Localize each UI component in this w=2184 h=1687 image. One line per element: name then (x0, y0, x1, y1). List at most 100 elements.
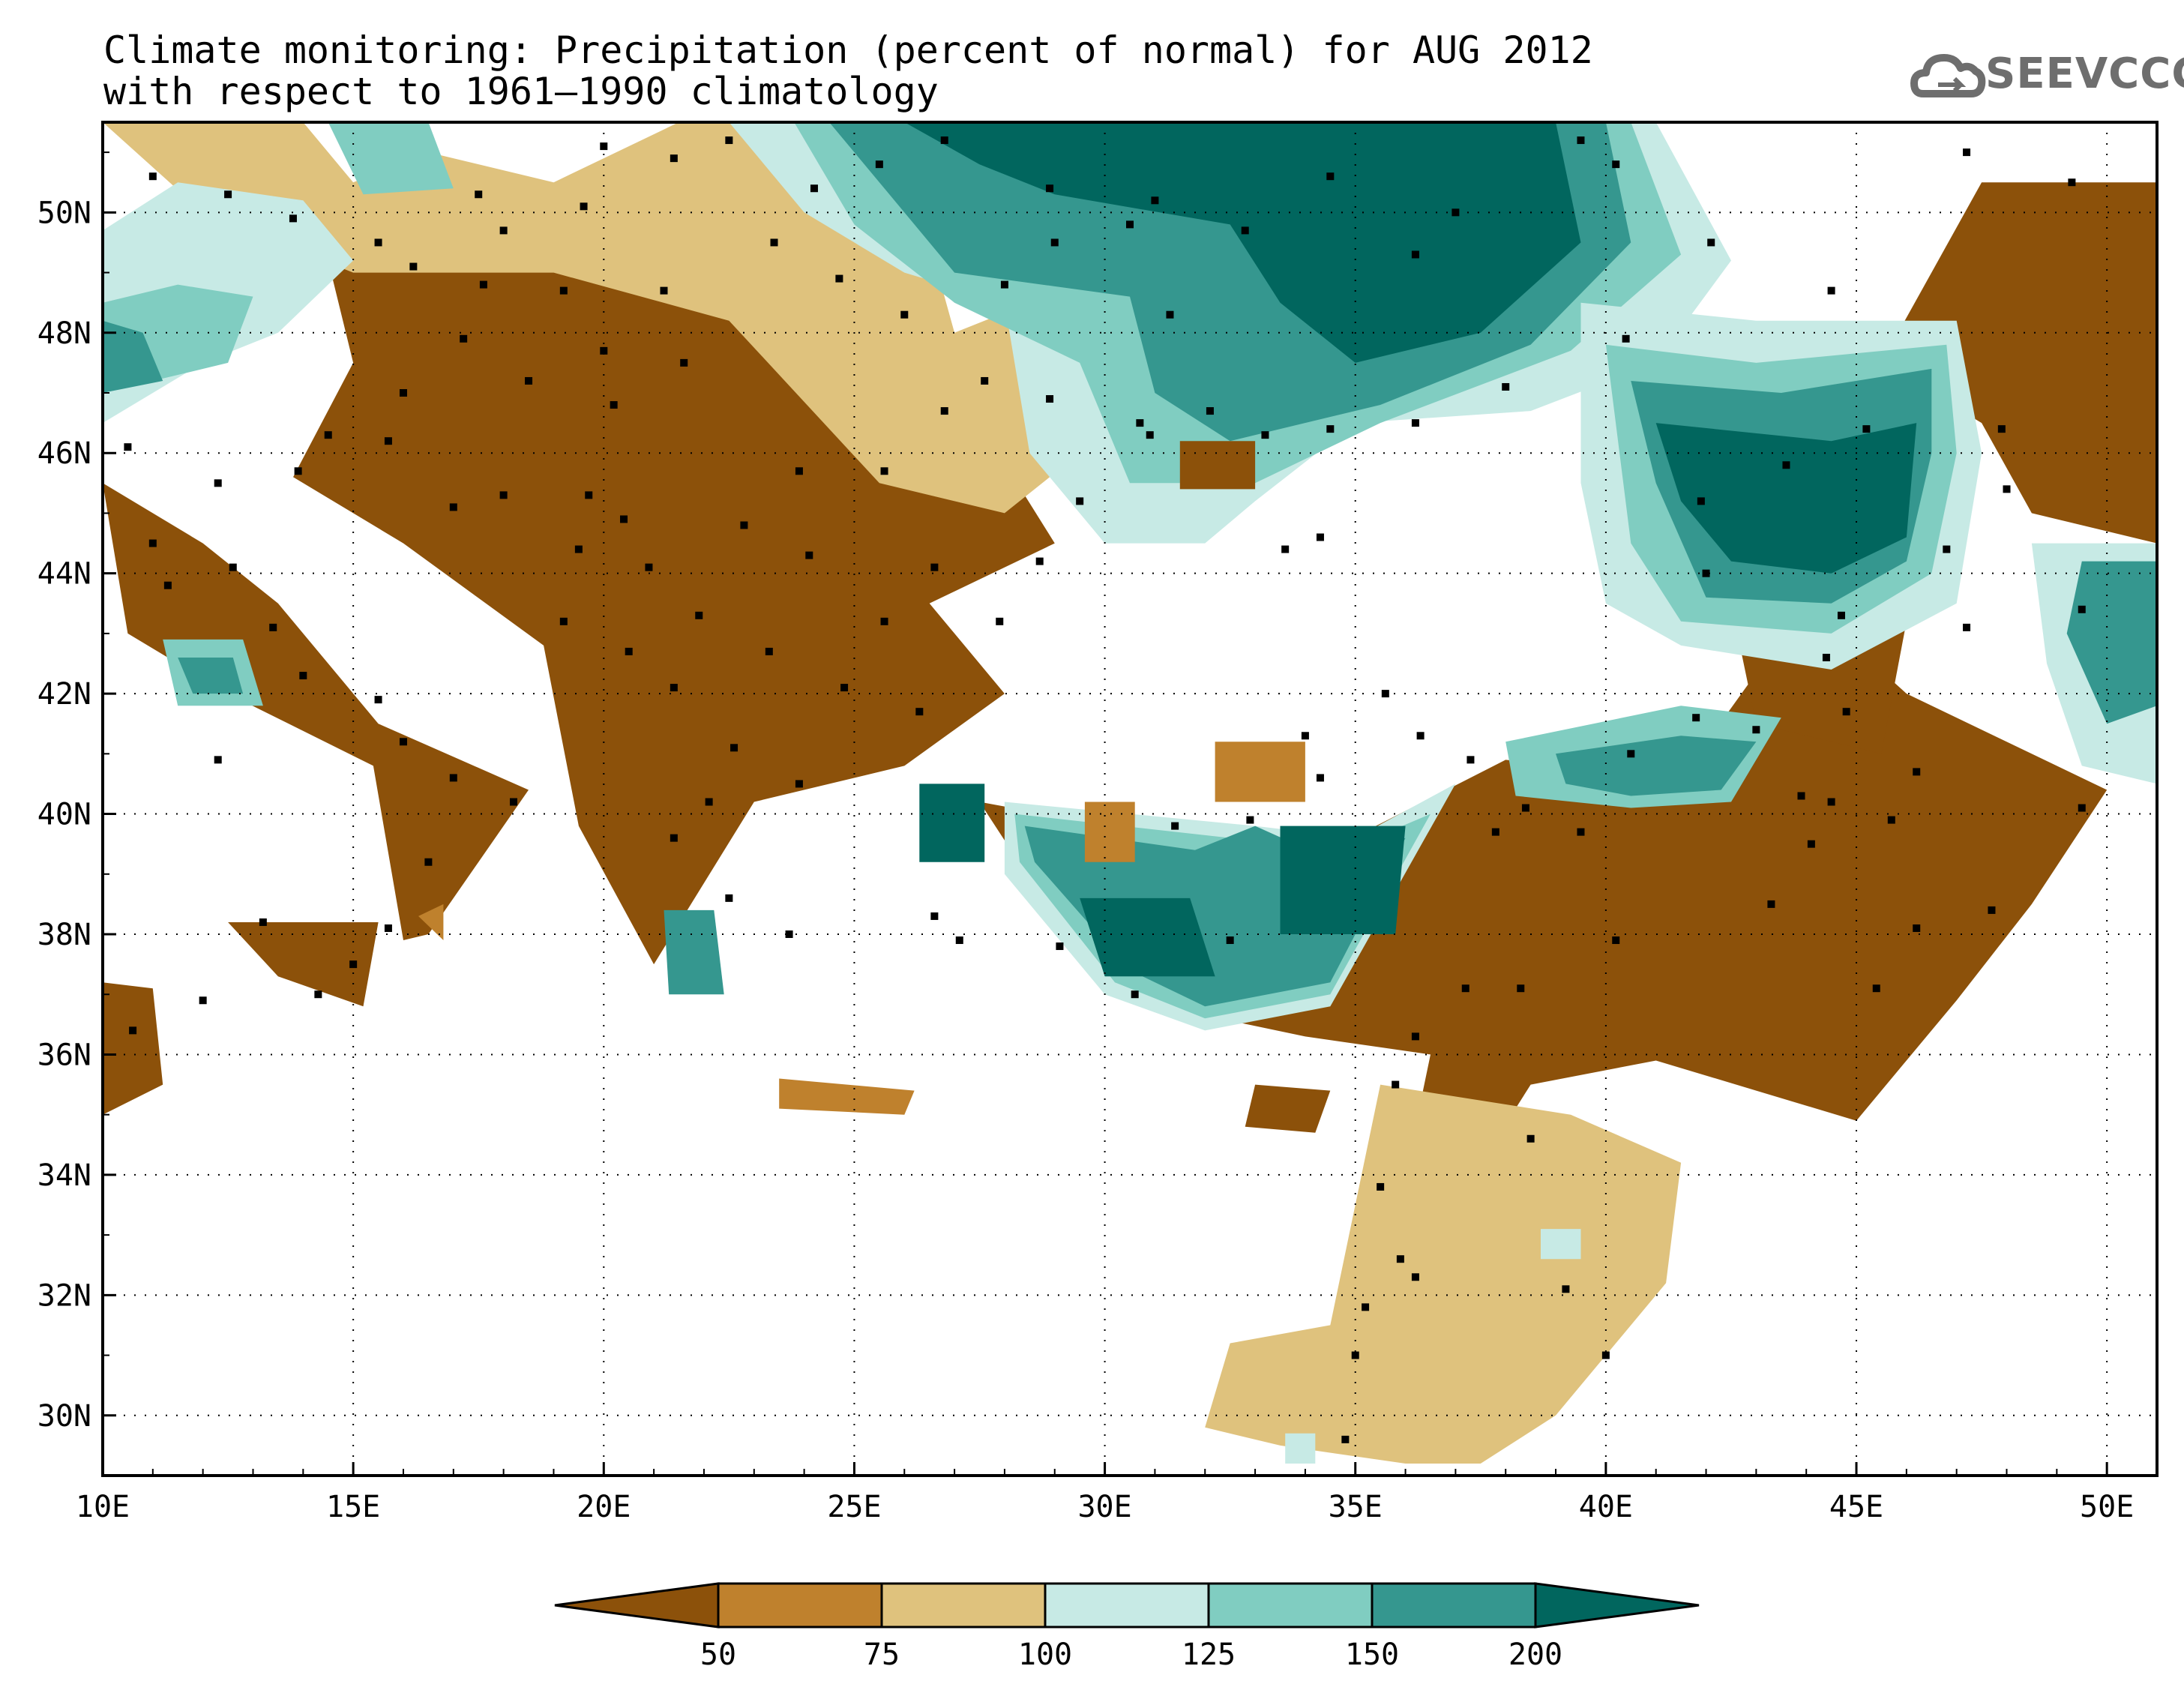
station-marker (1126, 220, 1134, 229)
station-marker (940, 407, 948, 415)
y-axis: 30N 32N 34N 36N 38N 40N 42N 44N 46N 48N 50N (37, 151, 116, 1476)
station-marker (1411, 1273, 1419, 1281)
precip-region (1541, 1229, 1581, 1260)
station-marker (479, 280, 487, 289)
station-marker (1827, 286, 1835, 295)
station-marker (1131, 990, 1139, 999)
station-marker (580, 202, 588, 211)
station-marker (1050, 238, 1059, 247)
station-marker (1035, 557, 1044, 565)
title-line-1: Climate monitoring: Precipitation (perce… (103, 28, 1593, 72)
station-marker (1246, 816, 1254, 824)
map-frame (101, 121, 2159, 1477)
lat-lon-grid (103, 122, 2157, 1476)
station-marker (875, 160, 883, 169)
colorbar-extend-low (554, 1582, 720, 1629)
station-marker (148, 172, 157, 181)
precip-region (103, 483, 529, 940)
station-marker (1411, 1032, 1419, 1041)
station-marker (1702, 569, 1710, 577)
y-tick-label: 34N (37, 1158, 91, 1193)
precip-region (418, 903, 444, 940)
station-marker (740, 521, 748, 529)
station-marker (124, 443, 132, 451)
station-marker (129, 1026, 137, 1035)
station-markers (124, 136, 2086, 1443)
station-marker (1622, 334, 1630, 343)
station-marker (499, 491, 508, 499)
station-marker (880, 467, 888, 475)
station-marker (1411, 250, 1419, 259)
station-marker (1887, 816, 1895, 824)
colorbar-segment (1371, 1582, 1537, 1629)
station-marker (1206, 407, 1214, 415)
precip-region (1285, 1433, 1316, 1464)
precip-region (178, 658, 244, 694)
station-marker (384, 924, 392, 932)
station-marker (1377, 1182, 1385, 1191)
station-marker (625, 647, 633, 655)
station-marker (1562, 1285, 1570, 1293)
precip-region (1881, 182, 2157, 544)
station-marker (1502, 382, 1510, 391)
station-marker (269, 623, 277, 631)
station-marker (1612, 160, 1620, 169)
station-marker (725, 894, 733, 902)
station-marker (1601, 1351, 1610, 1359)
x-tick-label: 15E (326, 1490, 380, 1524)
x-tick-label: 30E (1077, 1490, 1131, 1524)
station-marker (1767, 900, 1775, 908)
precip-region (979, 603, 2108, 1260)
precip-region (228, 922, 379, 1007)
colorbar-label: 75 (864, 1638, 900, 1672)
station-marker (449, 774, 457, 782)
station-marker (695, 611, 703, 619)
station-marker (1491, 828, 1499, 836)
station-marker (930, 563, 939, 571)
station-marker (460, 334, 468, 343)
station-marker (1577, 828, 1585, 836)
station-marker (1963, 623, 1971, 631)
colorbar-label: 125 (1182, 1638, 1236, 1672)
station-marker (2068, 178, 2076, 187)
station-marker (1171, 822, 1179, 830)
station-marker (559, 286, 568, 295)
colorbar-label: 150 (1345, 1638, 1399, 1672)
station-marker (475, 190, 483, 199)
station-marker (1392, 1080, 1400, 1089)
station-marker (163, 581, 172, 589)
station-marker (224, 190, 232, 199)
precip-region (919, 784, 985, 862)
station-marker (705, 798, 713, 806)
station-marker (349, 960, 358, 969)
station-marker (314, 990, 322, 999)
station-marker (996, 617, 1004, 625)
precip-region (328, 122, 454, 195)
station-marker (374, 238, 382, 247)
station-marker (1000, 280, 1008, 289)
y-tick-label: 48N (37, 316, 91, 351)
precip-region (1080, 897, 1215, 977)
station-marker (585, 491, 593, 499)
station-marker (229, 563, 237, 571)
station-marker (900, 310, 909, 319)
station-marker (1517, 984, 1525, 993)
precip-region (103, 320, 163, 393)
y-tick-label: 50N (37, 196, 91, 230)
station-marker (259, 918, 267, 926)
station-marker (324, 431, 332, 439)
precip-region (904, 122, 1581, 363)
colorbar-segment (880, 1582, 1047, 1629)
y-tick-label: 40N (37, 798, 91, 832)
station-marker (1316, 774, 1324, 782)
precip-region (103, 982, 163, 1115)
station-marker (795, 467, 803, 475)
y-tick-label: 46N (37, 436, 91, 471)
colorbar-extend-high (1534, 1582, 1700, 1629)
station-marker (1316, 533, 1324, 541)
station-marker (1416, 732, 1425, 740)
station-marker (574, 545, 583, 553)
precip-region (1655, 423, 1917, 574)
station-marker (1461, 984, 1469, 993)
